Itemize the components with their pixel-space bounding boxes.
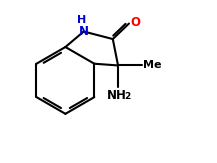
Text: 2: 2 [125,92,131,101]
Text: Me: Me [143,60,162,70]
Text: N: N [79,25,89,38]
Text: O: O [130,16,140,29]
Text: NH: NH [107,89,127,102]
Text: H: H [77,15,87,25]
